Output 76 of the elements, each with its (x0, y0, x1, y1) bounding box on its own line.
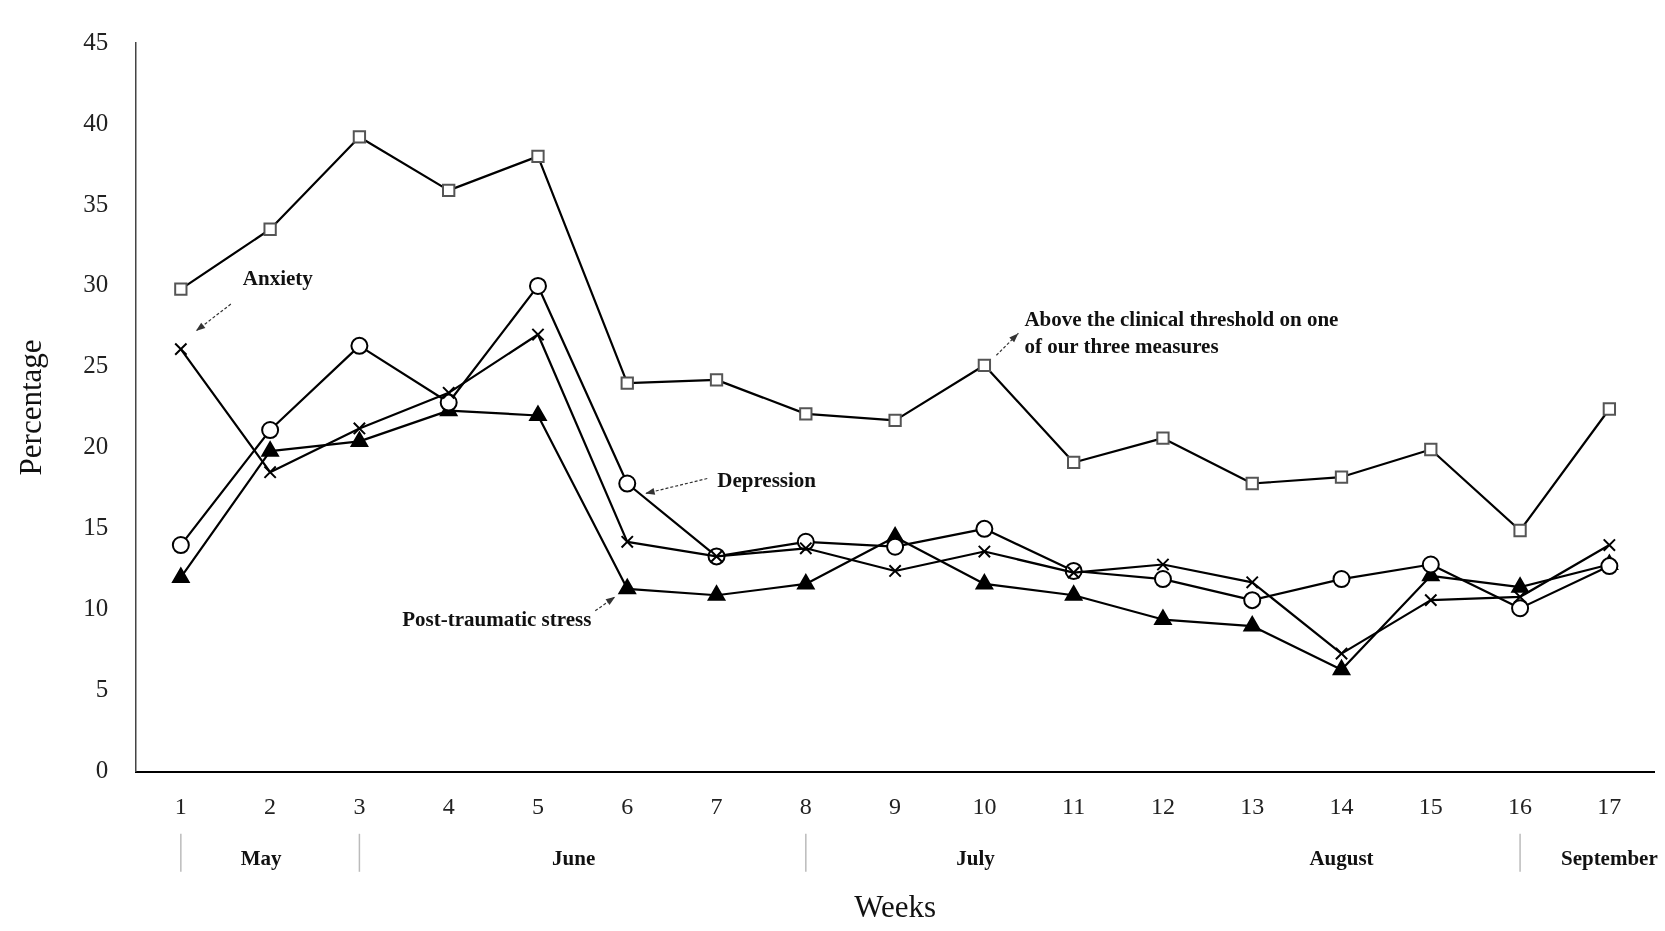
point (977, 544, 992, 559)
x-axis-title: Weeks (854, 888, 937, 924)
x-tick-label: 12 (1150, 793, 1175, 820)
y-tick-label: 25 (83, 351, 109, 379)
point (1245, 575, 1259, 589)
text: July (956, 846, 996, 871)
y-tick-label: 20 (83, 432, 109, 460)
text: Anxiety (242, 265, 314, 290)
text: June (552, 846, 596, 871)
x-tick-label: 15 (1418, 793, 1443, 820)
point (1243, 591, 1262, 610)
point (1511, 599, 1530, 618)
series-label: Post-traumatic stress (402, 607, 592, 632)
x-tick-label: 3 (353, 793, 366, 820)
point (1511, 577, 1529, 593)
point (261, 421, 280, 440)
y-tick-label: 15 (83, 513, 109, 541)
x-tick-label: 7 (710, 793, 723, 820)
x-tick-label: 9 (889, 793, 902, 820)
point (1332, 570, 1351, 589)
point (171, 536, 190, 555)
point (531, 327, 545, 342)
x-tick-label: 1 (174, 793, 187, 820)
point (1602, 538, 1617, 552)
point (263, 465, 277, 479)
point (1154, 609, 1172, 626)
y-tick-label: 35 (83, 189, 109, 217)
text: May (240, 846, 283, 871)
y-tick-label: 45 (83, 27, 109, 55)
y-tick-label: 0 (95, 756, 109, 784)
y-axis-title: Percentage (12, 339, 48, 476)
text: September (1560, 846, 1658, 871)
y-tick-label: 40 (83, 108, 109, 136)
point (1153, 570, 1172, 589)
x-tick-label: 13 (1240, 793, 1265, 820)
point (975, 519, 994, 538)
y-tick-label: 30 (83, 270, 109, 298)
x-tick-label: 16 (1508, 793, 1533, 820)
point (888, 564, 902, 578)
point (1156, 557, 1170, 572)
point (1064, 585, 1083, 601)
point (442, 386, 456, 400)
series-label: Above the clinical threshold on one of our three measures (1024, 306, 1339, 358)
text: August (1309, 846, 1374, 871)
point (618, 578, 637, 595)
point (975, 573, 994, 590)
x-tick-label: 8 (799, 793, 812, 820)
point (1421, 555, 1440, 574)
x-tick-label: 11 (1062, 793, 1086, 820)
point (797, 573, 815, 590)
x-tick-label: 2 (264, 793, 277, 820)
x-tick-label: 5 (531, 793, 544, 820)
point (528, 276, 547, 295)
x-tick-label: 4 (442, 793, 455, 820)
point (707, 585, 726, 601)
x-tick-label: 10 (972, 793, 997, 820)
y-tick-label: 10 (83, 594, 109, 622)
text: Depression (717, 467, 817, 492)
point (1600, 557, 1619, 576)
point (620, 535, 634, 549)
point (172, 567, 190, 583)
point (261, 441, 279, 457)
point (350, 336, 369, 355)
point (1243, 616, 1262, 632)
point (174, 342, 188, 356)
x-tick-label: 6 (621, 793, 634, 820)
y-tick-label: 5 (95, 675, 109, 703)
point (886, 537, 905, 556)
point (618, 474, 637, 493)
x-tick-label: 14 (1329, 793, 1354, 820)
x-tick-label: 17 (1597, 793, 1622, 820)
point (352, 421, 367, 436)
point (1513, 590, 1527, 604)
point (1334, 646, 1349, 661)
point (1332, 659, 1351, 676)
point (1424, 593, 1438, 607)
